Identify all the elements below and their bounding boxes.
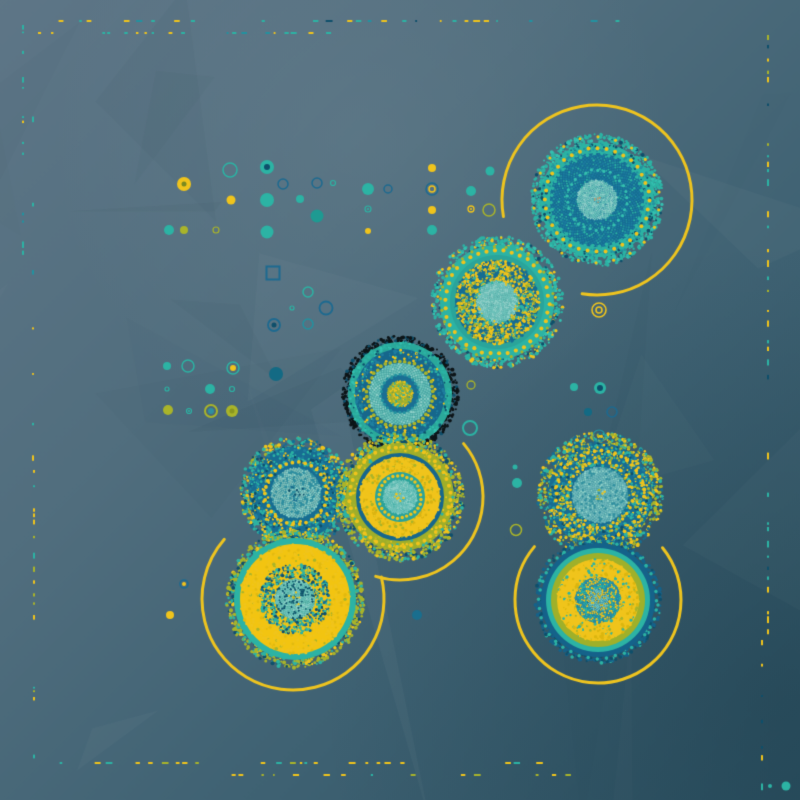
- artwork-frame: [0, 0, 800, 800]
- generative-artwork-canvas: [0, 0, 800, 800]
